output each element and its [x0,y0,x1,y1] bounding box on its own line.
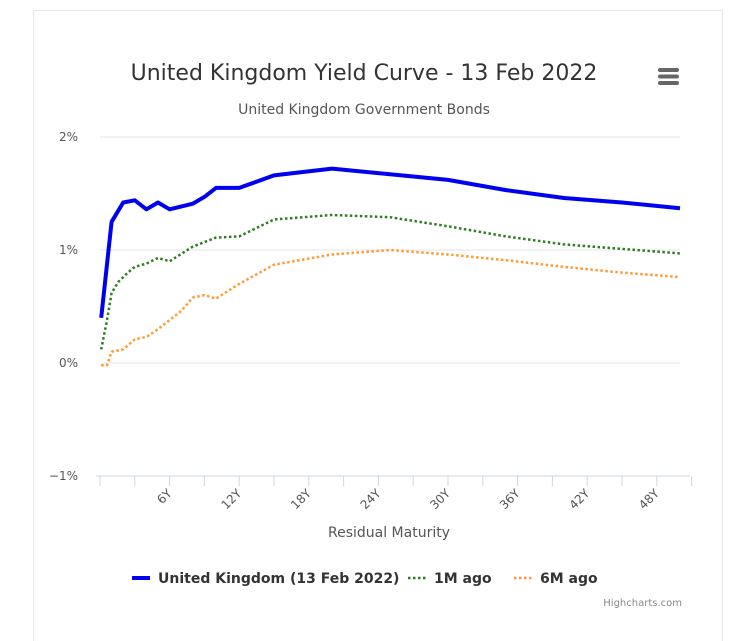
data-point[interactable] [502,186,510,194]
legend-item[interactable]: 1M ago [408,571,492,587]
data-point[interactable] [560,263,568,271]
data-point[interactable] [618,245,626,253]
data-point[interactable] [270,261,278,269]
y-tick-label: 2% [59,130,78,144]
chart-container [33,10,723,641]
data-point[interactable] [108,218,116,226]
hamburger-menu-icon[interactable] [654,62,682,90]
data-point[interactable] [200,291,208,299]
data-point[interactable] [444,222,452,230]
x-tick-label: 42Y [566,486,592,512]
data-point[interactable] [166,257,174,265]
data-point[interactable] [142,260,150,268]
x-tick-label: 36Y [497,486,523,512]
chart-subtitle: United Kingdom Government Bonds [238,102,490,118]
y-tick-label: 1% [59,243,78,257]
data-point[interactable] [189,293,197,301]
credits-link[interactable]: Highcharts.com [603,598,682,609]
data-point[interactable] [115,278,123,286]
legend-item[interactable]: 6M ago [514,571,598,587]
legend-item[interactable]: United Kingdom (13 Feb 2022) [132,571,399,587]
data-point[interactable] [235,232,243,240]
data-point[interactable] [386,170,394,178]
y-tick-label: 0% [59,356,78,370]
data-point[interactable] [189,243,197,251]
legend-label: 6M ago [540,571,598,587]
data-point[interactable] [154,199,162,207]
data-point[interactable] [142,333,150,341]
x-tick-label: 18Y [288,486,314,512]
data-point[interactable] [212,184,220,192]
data-point[interactable] [502,256,510,264]
y-tick-label: −1% [49,469,78,483]
data-point[interactable] [131,196,139,204]
data-point[interactable] [676,204,684,212]
data-point[interactable] [618,199,626,207]
data-point[interactable] [166,316,174,324]
data-point[interactable] [235,280,243,288]
data-point[interactable] [676,249,684,257]
data-point[interactable] [108,348,116,356]
data-point[interactable] [270,215,278,223]
x-tick-label: 24Y [358,486,384,512]
data-point[interactable] [328,251,336,259]
x-tick-label: 6Y [154,486,175,507]
series-line[interactable] [99,166,681,319]
data-point[interactable] [97,314,105,322]
data-point[interactable] [328,211,336,219]
data-point[interactable] [97,345,105,353]
chart-title: United Kingdom Yield Curve - 13 Feb 2022 [131,61,598,86]
data-point[interactable] [142,205,150,213]
series-line[interactable] [101,248,681,367]
data-point[interactable] [502,232,510,240]
data-point[interactable] [119,345,127,353]
data-point[interactable] [124,269,132,277]
legend-label: 1M ago [434,571,492,587]
data-point[interactable] [444,176,452,184]
x-tick-label: 48Y [636,486,662,512]
x-tick-label: 30Y [427,486,453,512]
data-point[interactable] [212,234,220,242]
data-point[interactable] [177,307,185,315]
data-point[interactable] [154,325,162,333]
data-point[interactable] [386,213,394,221]
data-point[interactable] [560,240,568,248]
yield-curve-chart: United Kingdom Yield Curve - 13 Feb 2022… [49,61,693,609]
data-point[interactable] [119,199,127,207]
data-point[interactable] [189,200,197,208]
data-point[interactable] [676,273,684,281]
data-point[interactable] [166,205,174,213]
data-point[interactable] [235,184,243,192]
data-point[interactable] [270,171,278,179]
data-point[interactable] [328,165,336,173]
data-point[interactable] [131,335,139,343]
data-point[interactable] [154,254,162,262]
x-axis-title: Residual Maturity [328,525,450,541]
legend-label: United Kingdom (13 Feb 2022) [158,571,399,587]
data-point[interactable] [108,289,116,297]
data-point[interactable] [444,251,452,259]
data-point[interactable] [103,361,111,369]
data-point[interactable] [131,263,139,271]
x-tick-label: 12Y [218,486,244,512]
data-point[interactable] [200,193,208,201]
data-point[interactable] [212,295,220,303]
data-point[interactable] [560,194,568,202]
series-line[interactable] [99,213,681,350]
data-point[interactable] [386,246,394,254]
data-point[interactable] [618,269,626,277]
